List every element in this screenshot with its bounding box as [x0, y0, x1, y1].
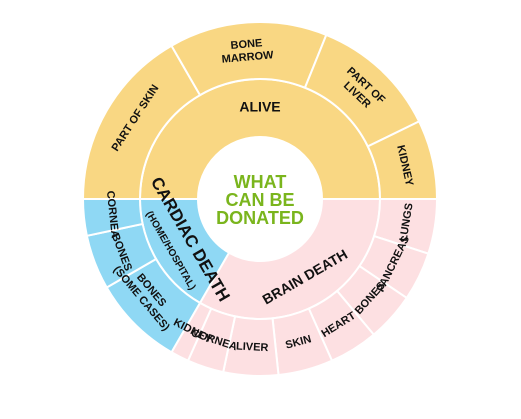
item-sector-cornea-cardiac	[81, 198, 144, 237]
item-label-lungs: LUNGS	[398, 202, 416, 242]
item-label-bone-marrow: BONEMARROW	[220, 36, 275, 65]
center-title-line-3: DONATED	[216, 208, 304, 228]
center-title-line-1: WHAT	[234, 172, 287, 192]
item-label-cornea-cardiac: CORNEA	[104, 190, 121, 239]
item-label-liver: LIVER	[236, 340, 269, 354]
center-disc	[198, 137, 322, 261]
center-title-line-2: CAN BE	[225, 190, 294, 210]
category-label-alive: ALIVE	[239, 99, 280, 115]
